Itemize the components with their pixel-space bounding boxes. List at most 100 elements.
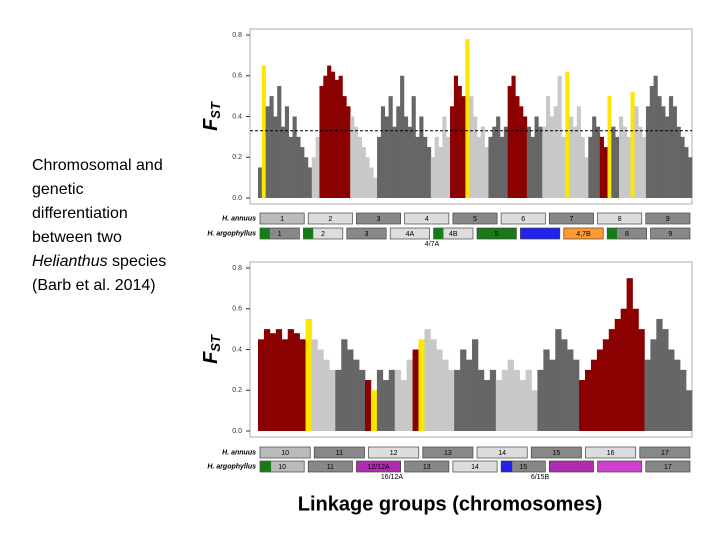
fst-bar bbox=[668, 96, 674, 198]
fst-bar bbox=[567, 349, 574, 431]
chromosome-box bbox=[597, 460, 643, 473]
y-tick-label: 0.4 bbox=[232, 113, 242, 120]
fst-bar bbox=[461, 96, 466, 198]
fst-bar bbox=[549, 116, 555, 198]
fst-bar bbox=[327, 65, 332, 198]
fst-bar bbox=[359, 369, 366, 431]
fst-bar bbox=[315, 136, 320, 198]
chromosome-label: 4B bbox=[449, 231, 458, 238]
fst-bar bbox=[382, 380, 390, 431]
fst-bar bbox=[392, 126, 397, 198]
fst-bar bbox=[546, 96, 551, 198]
fst-bar bbox=[657, 96, 662, 198]
fst-bar bbox=[376, 369, 384, 431]
fst-bar bbox=[296, 136, 301, 198]
chromosome-label: 3 bbox=[365, 231, 369, 238]
fst-bar bbox=[495, 380, 503, 431]
chromosome-label: 9 bbox=[668, 231, 672, 238]
fst-bar bbox=[626, 136, 631, 198]
fst-bar bbox=[415, 136, 420, 198]
fst-bar bbox=[281, 126, 286, 198]
fst-bar bbox=[543, 349, 550, 431]
fst-bar bbox=[688, 157, 693, 198]
fst-bar bbox=[411, 96, 416, 198]
caption: Chromosomal and genetic differentiation … bbox=[32, 154, 182, 298]
fst-bar bbox=[525, 369, 532, 431]
fst-bar bbox=[269, 333, 277, 431]
fst-bar bbox=[538, 126, 543, 198]
fst-bar bbox=[265, 106, 270, 198]
fst-bar bbox=[576, 106, 581, 198]
fst-bar bbox=[595, 126, 601, 198]
fst-bar bbox=[501, 369, 508, 431]
fst-bar bbox=[650, 339, 657, 431]
fst-bar bbox=[523, 116, 528, 198]
fst-bar bbox=[513, 369, 520, 431]
fst-bar bbox=[292, 116, 297, 198]
chromosome-label: 4,7B bbox=[576, 231, 591, 238]
fst-bar bbox=[394, 369, 401, 431]
y-axis-label-main: F bbox=[200, 118, 222, 131]
chromosome-box bbox=[597, 212, 643, 225]
fst-bar bbox=[438, 147, 443, 198]
chromosome-label: 16 bbox=[607, 450, 615, 457]
chromosome-accent bbox=[303, 228, 314, 239]
fst-bar bbox=[261, 65, 266, 198]
chromosome-label: 8 bbox=[625, 231, 629, 238]
chromosome-label: 13 bbox=[423, 464, 431, 471]
fst-bar bbox=[460, 349, 467, 431]
fst-bar bbox=[273, 116, 278, 198]
fst-bar bbox=[307, 167, 313, 198]
chromosome-box bbox=[650, 227, 691, 240]
fst-bar bbox=[357, 136, 362, 198]
fst-bar bbox=[557, 75, 562, 198]
chromosome-box bbox=[346, 227, 387, 240]
fst-bar bbox=[511, 75, 516, 198]
fst-bar bbox=[534, 116, 539, 198]
fst-bar bbox=[450, 106, 455, 198]
chromosome-box bbox=[422, 446, 474, 459]
chromosome-label: 13 bbox=[444, 450, 452, 457]
chromosome-label: 12/12A bbox=[367, 464, 390, 471]
fst-bar bbox=[484, 147, 489, 198]
fst-bar bbox=[275, 329, 283, 431]
fst-bar bbox=[400, 380, 407, 431]
fst-bar bbox=[338, 75, 343, 198]
fst-bar bbox=[661, 106, 666, 198]
fst-bar bbox=[530, 136, 535, 198]
fst-bar bbox=[515, 96, 520, 198]
fst-bar bbox=[572, 126, 578, 198]
chromosome-label: 17 bbox=[661, 450, 669, 457]
fst-bar bbox=[330, 71, 336, 198]
fst-bar bbox=[507, 85, 512, 198]
fst-bar bbox=[608, 329, 616, 431]
fst-bar bbox=[388, 369, 396, 431]
y-tick-label: 0.2 bbox=[232, 387, 242, 394]
fst-bar bbox=[634, 106, 639, 198]
chromosome-box bbox=[356, 460, 402, 473]
track-label: H. annuus bbox=[222, 449, 256, 456]
fst-bar bbox=[373, 177, 378, 198]
chromosome-box bbox=[452, 460, 498, 473]
fst-bar bbox=[347, 349, 354, 431]
fst-bar bbox=[263, 329, 271, 431]
fst-bar bbox=[615, 136, 620, 198]
fst-bar bbox=[365, 157, 370, 198]
fst-bar bbox=[342, 96, 347, 198]
fst-bar bbox=[430, 157, 435, 198]
fst-bar bbox=[674, 359, 681, 431]
fst-bar bbox=[676, 126, 681, 198]
fst-bar bbox=[287, 329, 294, 431]
chromosome-label: 9 bbox=[666, 216, 670, 223]
fst-bar bbox=[400, 75, 405, 198]
fst-bar bbox=[489, 369, 497, 431]
chromosome-box bbox=[548, 212, 594, 225]
fst-bar bbox=[466, 359, 473, 431]
fst-bar bbox=[565, 71, 570, 198]
annotation: 16/12A bbox=[381, 474, 404, 481]
fst-bar bbox=[424, 329, 431, 431]
chromosome-label: 10 bbox=[278, 464, 286, 471]
y-axis-label: FST bbox=[200, 101, 223, 131]
fst-bar bbox=[423, 136, 428, 198]
fst-bar bbox=[346, 106, 351, 198]
